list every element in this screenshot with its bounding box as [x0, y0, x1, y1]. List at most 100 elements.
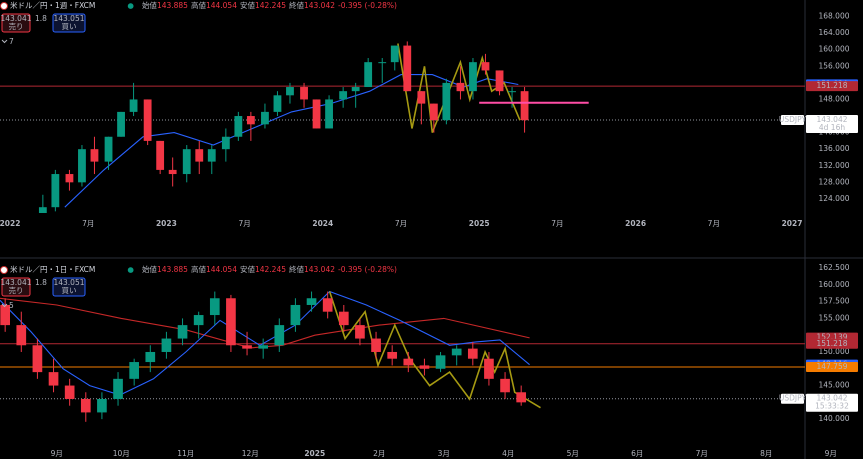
symbol-tag-label: USDJPY [779, 394, 807, 403]
buy-label: 買い [62, 286, 77, 295]
price-tag [806, 81, 858, 92]
candle-body [481, 62, 490, 71]
ohlc-label: 高値 [191, 0, 206, 10]
candle-body [168, 169, 177, 175]
indicator-line [0, 297, 530, 349]
indicator-count: 7 [9, 37, 14, 46]
candle-body [129, 99, 138, 112]
ohlc-label: 始値 [142, 0, 157, 10]
buy-button[interactable] [52, 277, 86, 297]
candle-body [195, 149, 204, 162]
candle-body [0, 304, 10, 326]
candle-body [312, 99, 321, 129]
x-tick-label: 7月 [82, 219, 94, 228]
y-tick-label: 148.000 [818, 94, 849, 103]
buy-button[interactable] [52, 13, 86, 33]
candle-body [484, 358, 494, 379]
x-tick-label: 8月 [760, 449, 772, 458]
candle-body [80, 398, 91, 413]
sell-label: 売り [9, 21, 24, 31]
candle-body [51, 174, 60, 208]
x-tick-label: 5月 [567, 449, 579, 458]
candle-body [48, 372, 59, 386]
candle-body [113, 378, 123, 399]
countdown-label: 4d 16h [819, 123, 845, 132]
candle-body [261, 111, 269, 125]
y-tick-label: 128.000 [818, 177, 849, 186]
candle-body [456, 82, 465, 92]
candle-body [221, 136, 230, 150]
candle-body [97, 398, 107, 413]
candle-body [274, 325, 285, 346]
candle-body [429, 103, 438, 121]
buy-label: 買い [62, 22, 77, 31]
candle-body [442, 82, 451, 121]
flag-icon [0, 266, 8, 274]
candle-body [403, 358, 414, 366]
y-tick-label: 156.000 [818, 61, 849, 70]
candle-body [495, 70, 504, 92]
header-line: 米ドル／円・1週・FXCM ● 始値143.885 高値144.054 安値142.24… [10, 0, 397, 10]
x-tick-label: 7月 [238, 219, 250, 228]
symbol-tag-label: USDJPY [779, 115, 807, 124]
x-tick-label: 7月 [708, 219, 720, 228]
candle-body [143, 99, 152, 141]
candle-body [417, 91, 426, 104]
candle-body [351, 87, 360, 92]
ohlc-value: 143.885 [157, 265, 188, 274]
sell-price: 143.041 [0, 278, 31, 287]
buy-price: 143.051 [53, 278, 84, 287]
ohlc-value: 144.054 [206, 265, 237, 274]
x-tick-label: 2026 [625, 219, 646, 228]
y-tick-label: 157.500 [818, 297, 849, 306]
y-tick-label: 155.000 [818, 313, 849, 322]
x-tick-label: 6月 [631, 449, 643, 458]
sell-button[interactable] [1, 277, 31, 297]
y-tick-label: 145.000 [818, 381, 849, 390]
price-tag-label: 147.759 [816, 362, 847, 371]
last-price-label: 143.042 [816, 394, 847, 403]
candle-body [177, 325, 188, 339]
y-tick-label: 136.000 [818, 144, 849, 153]
candle-body [286, 87, 294, 96]
x-tick-label: 9月 [51, 449, 63, 458]
candle-body [364, 62, 373, 88]
candle-body [145, 351, 156, 363]
x-tick-label: 7月 [696, 449, 708, 458]
y-tick-label: 150.000 [818, 347, 849, 356]
sell-button[interactable] [1, 13, 31, 33]
last-price-tag [806, 115, 858, 134]
candle-body [129, 362, 140, 379]
last-price-tag [806, 393, 858, 412]
y-tick-label: 160.000 [818, 45, 849, 54]
x-tick-label: 7月 [551, 219, 563, 228]
candle-body [403, 45, 412, 92]
candle-body [467, 348, 478, 359]
x-tick-label: 7月 [395, 219, 407, 228]
candle-body [306, 298, 317, 305]
candle-body [117, 111, 125, 137]
x-tick-label: 2025 [304, 449, 325, 458]
candle-body [234, 116, 243, 137]
candle-body [38, 207, 47, 213]
candle-body [209, 298, 220, 316]
x-tick-label: 2024 [312, 219, 333, 228]
candle-body [90, 149, 99, 162]
collapse-icon[interactable] [1, 303, 8, 308]
spread: 1.8 [35, 14, 47, 23]
change-value: -0.395 (-0.28%) [338, 265, 397, 274]
candle-body [355, 325, 365, 339]
candle-body [339, 91, 348, 100]
ohlc-value: 142.245 [255, 1, 286, 10]
indicator-line [0, 290, 530, 396]
ohlc-value: 143.042 [304, 265, 335, 274]
candle-body [338, 311, 349, 326]
y-tick-label: 140.000 [818, 414, 849, 423]
collapse-icon[interactable] [1, 39, 8, 44]
ohlc-value: 143.042 [304, 1, 335, 10]
x-tick-label: 11月 [177, 449, 194, 458]
candle-body [156, 140, 165, 170]
x-tick-label: 2023 [156, 219, 177, 228]
sell-label: 売り [9, 285, 24, 295]
